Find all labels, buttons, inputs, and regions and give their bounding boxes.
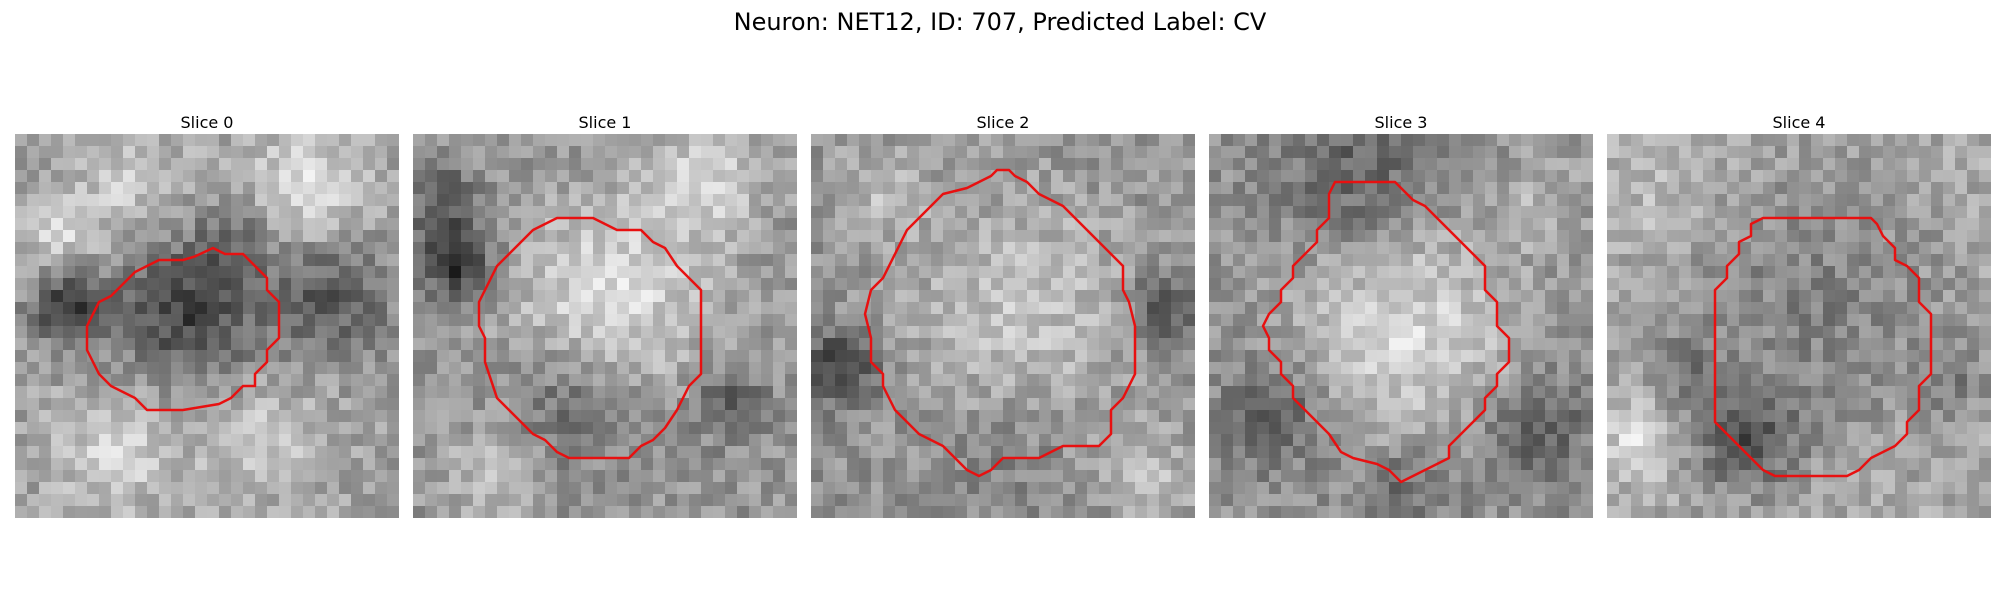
segmentation-contour	[85, 246, 281, 412]
slice-image	[1209, 134, 1593, 518]
slice-title: Slice 1	[578, 113, 632, 132]
slice-panel-3: Slice 3	[1209, 112, 1593, 518]
slice-title: Slice 3	[1374, 113, 1428, 132]
segmentation-contour	[1261, 180, 1511, 484]
segmentation-contour	[477, 216, 703, 460]
slice-panel-2: Slice 2	[811, 112, 1195, 518]
slice-image	[811, 134, 1195, 518]
slice-title: Slice 2	[976, 113, 1030, 132]
slice-panel-4: Slice 4	[1607, 112, 1991, 518]
slice-image	[1607, 134, 1991, 518]
slice-image	[15, 134, 399, 518]
slice-title: Slice 4	[1772, 113, 1826, 132]
slice-panel-1: Slice 1	[413, 112, 797, 518]
slice-image-canvas	[15, 134, 399, 518]
slice-title: Slice 0	[180, 113, 234, 132]
slice-image-canvas	[1607, 134, 1991, 518]
slice-image-canvas	[413, 134, 797, 518]
slice-image-canvas	[1209, 134, 1593, 518]
slice-panel-0: Slice 0	[15, 112, 399, 518]
figure-title: Neuron: NET12, ID: 707, Predicted Label:…	[733, 8, 1267, 36]
slice-image-canvas	[811, 134, 1195, 518]
segmentation-contour	[863, 168, 1137, 478]
segmentation-contour	[1713, 216, 1933, 478]
slice-image	[413, 134, 797, 518]
